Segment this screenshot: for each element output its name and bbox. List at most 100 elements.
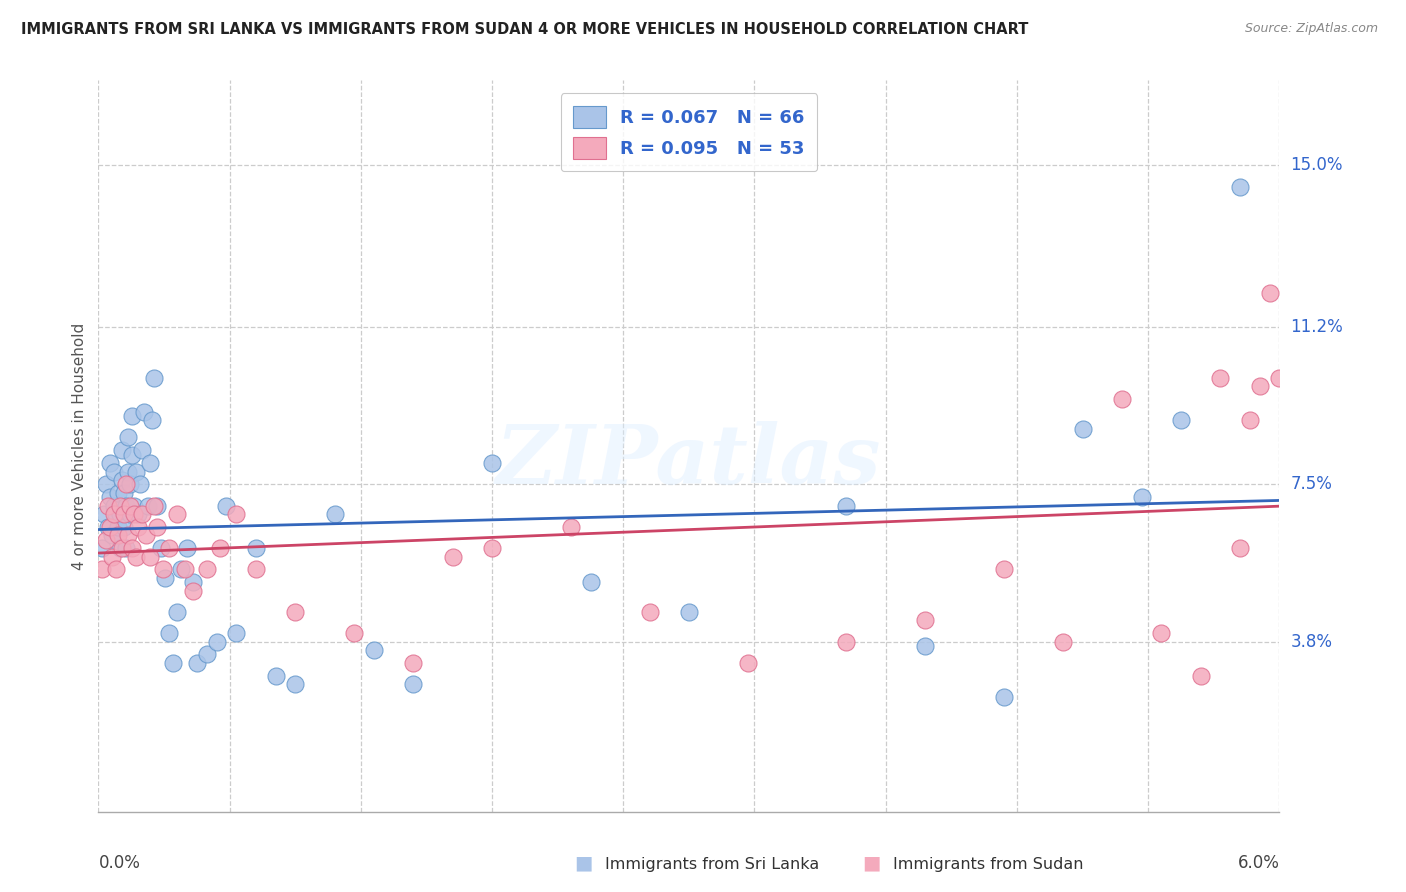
Point [98,520,121,534]
Point [1229,541,1251,555]
Point [1239,413,1261,427]
Text: 11.2%: 11.2% [1291,318,1343,336]
Point [132,405,155,419]
Point [136,499,159,513]
Text: 15.0%: 15.0% [1291,156,1343,174]
Point [91,562,114,576]
Text: 6.0%: 6.0% [1237,855,1279,872]
Point [1150,626,1173,640]
Point [101,528,124,542]
Text: ZIPatlas: ZIPatlas [496,421,882,500]
Point [205,634,228,648]
Point [111,443,134,458]
Point [174,562,197,576]
Point [195,562,218,576]
Point [1071,422,1094,436]
Point [98,456,121,470]
Point [96,533,118,547]
Text: 7.5%: 7.5% [1291,475,1333,493]
Point [107,520,129,534]
Point [122,507,145,521]
Point [112,485,135,500]
Point [98,490,121,504]
Point [162,656,184,670]
Point [209,541,232,555]
Point [105,562,128,576]
Point [111,473,134,487]
Point [1249,379,1271,393]
Point [638,605,661,619]
Point [835,634,858,648]
Point [117,430,139,444]
Point [1209,371,1232,385]
Point [1111,392,1133,407]
Point [225,626,247,640]
Point [108,499,131,513]
Point [1130,490,1153,504]
Point [1229,179,1251,194]
Point [107,528,129,542]
Point [678,605,700,619]
Point [155,571,177,585]
Point [141,413,163,427]
Point [115,477,138,491]
Point [170,562,193,576]
Point [264,668,287,682]
Point [91,541,114,555]
Point [441,549,464,564]
Point [117,528,139,542]
Point [97,520,120,534]
Point [166,507,188,521]
Point [402,656,425,670]
Point [284,605,307,619]
Point [103,507,125,521]
Point [146,520,169,534]
Point [150,541,173,555]
Point [115,499,138,513]
Point [101,549,124,564]
Point [138,549,160,564]
Point [363,643,385,657]
Point [146,499,169,513]
Point [1189,668,1212,682]
Text: Immigrants from Sri Lanka: Immigrants from Sri Lanka [605,857,818,872]
Point [1258,285,1281,300]
Text: Immigrants from Sudan: Immigrants from Sudan [893,857,1083,872]
Point [737,656,759,670]
Point [93,507,115,521]
Point [914,613,936,627]
Point [993,562,1015,576]
Text: 3.8%: 3.8% [1291,632,1333,650]
Point [121,409,143,424]
Text: ■: ■ [574,854,593,872]
Point [118,507,141,521]
Point [105,507,128,521]
Point [481,456,503,470]
Point [97,499,120,513]
Point [284,677,307,691]
Point [152,562,174,576]
Point [195,648,218,662]
Point [402,677,425,691]
Point [103,465,125,479]
Text: Source: ZipAtlas.com: Source: ZipAtlas.com [1244,22,1378,36]
Point [1268,371,1291,385]
Point [103,499,125,513]
Text: ■: ■ [862,854,882,872]
Point [131,443,153,458]
Point [96,477,118,491]
Point [343,626,366,640]
Point [157,626,180,640]
Point [215,499,238,513]
Point [157,541,180,555]
Point [125,549,148,564]
Point [245,562,267,576]
Point [127,507,149,521]
Point [111,541,134,555]
Point [181,575,204,590]
Point [181,583,204,598]
Point [914,639,936,653]
Point [118,477,141,491]
Point [117,465,139,479]
Point [121,541,143,555]
